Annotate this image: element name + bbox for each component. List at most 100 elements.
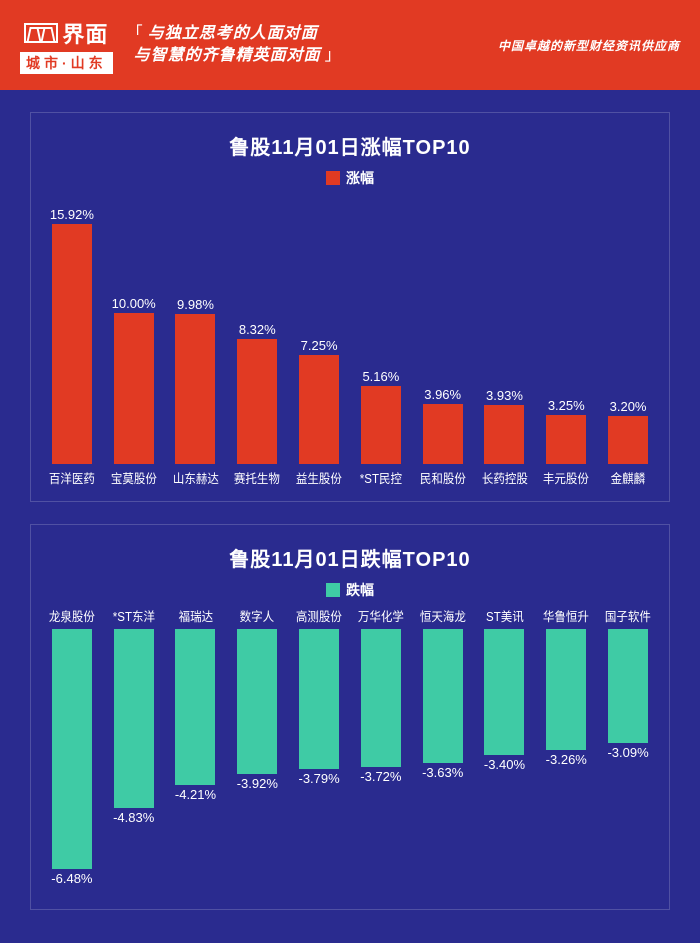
bar-col: 3.25%	[535, 415, 597, 464]
bar	[423, 404, 463, 464]
value-label: 8.32%	[226, 322, 288, 337]
bar	[546, 629, 586, 750]
bar	[299, 355, 339, 464]
bar	[175, 629, 215, 785]
bar-col: 8.32%	[226, 339, 288, 464]
bar-col: 5.16%	[350, 386, 412, 464]
value-label: 3.20%	[597, 399, 659, 414]
bar-col: 7.25%	[288, 355, 350, 464]
category-label: 赛托生物	[229, 468, 286, 487]
value-label: -6.48%	[41, 871, 103, 886]
value-label: 15.92%	[41, 207, 103, 222]
logo-block: 界面 城市·山东 「与独立思考的人面对面 与智慧的齐鲁精英面对面」	[20, 17, 346, 74]
value-label: 3.93%	[474, 388, 536, 403]
logo-text: 界面	[62, 17, 108, 49]
tagline: 中国卓越的新型财经资讯供应商	[498, 37, 680, 54]
bar-col: -4.21%	[165, 629, 227, 785]
chart-panel-losers: 鲁股11月01日跌幅TOP10 跌幅 龙泉股份*ST东洋福瑞达数字人高测股份万华…	[30, 524, 670, 910]
bar	[114, 629, 154, 808]
chart-title-losers: 鲁股11月01日跌幅TOP10	[41, 543, 659, 572]
bar-col: -3.63%	[412, 629, 474, 763]
bar	[423, 629, 463, 763]
value-label: 3.96%	[412, 387, 474, 402]
bar	[484, 629, 524, 755]
value-label: 10.00%	[103, 296, 165, 311]
header: 界面 城市·山东 「与独立思考的人面对面 与智慧的齐鲁精英面对面」 中国卓越的新…	[0, 0, 700, 90]
bar	[299, 629, 339, 769]
value-label: 7.25%	[288, 338, 350, 353]
category-label: 金麒麟	[600, 468, 657, 487]
bar-col: -3.26%	[535, 629, 597, 750]
slogan-line1: 与独立思考的人面对面	[148, 25, 318, 42]
slogan-line2: 与智慧的齐鲁精英面对面	[134, 47, 321, 64]
category-axis-losers: 龙泉股份*ST东洋福瑞达数字人高测股份万华化学恒天海龙ST美讯华鲁恒升国子软件	[41, 606, 659, 625]
value-label: -3.40%	[474, 757, 536, 772]
bar	[546, 415, 586, 464]
chart-title-gainers: 鲁股11月01日涨幅TOP10	[41, 131, 659, 160]
category-label: *ST东洋	[105, 606, 162, 625]
plot-gainers: 15.92%10.00%9.98%8.32%7.25%5.16%3.96%3.9…	[41, 194, 659, 464]
value-label: -3.63%	[412, 765, 474, 780]
value-label: -3.79%	[288, 771, 350, 786]
bar	[52, 629, 92, 869]
legend-gainers: 涨幅	[41, 168, 659, 188]
bar	[175, 314, 215, 464]
value-label: -3.92%	[226, 776, 288, 791]
legend-swatch-losers	[326, 583, 340, 597]
bar	[608, 629, 648, 743]
bar-col: -3.72%	[350, 629, 412, 767]
bar	[52, 224, 92, 464]
bar-col: 15.92%	[41, 224, 103, 464]
bar-col: -4.83%	[103, 629, 165, 808]
category-label: 恒天海龙	[414, 606, 471, 625]
category-label: ST美讯	[476, 606, 533, 625]
category-label: 丰元股份	[538, 468, 595, 487]
legend-label-losers: 跌幅	[346, 580, 374, 600]
bar-col: -3.40%	[474, 629, 536, 755]
category-label: 高测股份	[291, 606, 348, 625]
category-label: 国子软件	[600, 606, 657, 625]
bar	[484, 405, 524, 464]
category-label: 山东赫达	[167, 468, 224, 487]
chart-panel-gainers: 鲁股11月01日涨幅TOP10 涨幅 15.92%10.00%9.98%8.32…	[30, 112, 670, 502]
category-label: 万华化学	[352, 606, 409, 625]
bar	[237, 629, 277, 774]
bar-col: -3.92%	[226, 629, 288, 774]
category-label: 宝莫股份	[105, 468, 162, 487]
bar-col: 3.96%	[412, 404, 474, 464]
category-label: 长药控股	[476, 468, 533, 487]
legend-swatch-gainers	[326, 171, 340, 185]
logo-subtext: 城市·山东	[20, 52, 113, 74]
bar-col: -6.48%	[41, 629, 103, 869]
value-label: -3.26%	[535, 752, 597, 767]
bar-col: 9.98%	[165, 314, 227, 464]
category-label: *ST民控	[352, 468, 409, 487]
value-label: -3.09%	[597, 745, 659, 760]
bar-col: 3.93%	[474, 405, 536, 464]
category-label: 民和股份	[414, 468, 471, 487]
category-label: 益生股份	[291, 468, 348, 487]
legend-label-gainers: 涨幅	[346, 168, 374, 188]
slogan: 「与独立思考的人面对面 与智慧的齐鲁精英面对面」	[123, 23, 346, 68]
logo: 界面 城市·山东	[20, 17, 113, 74]
value-label: 9.98%	[165, 297, 227, 312]
value-label: 3.25%	[535, 398, 597, 413]
category-label: 龙泉股份	[43, 606, 100, 625]
bar-col: 10.00%	[103, 313, 165, 464]
logo-icon	[24, 23, 58, 43]
value-label: -4.83%	[103, 810, 165, 825]
value-label: 5.16%	[350, 369, 412, 384]
category-axis-gainers: 百洋医药宝莫股份山东赫达赛托生物益生股份*ST民控民和股份长药控股丰元股份金麒麟	[41, 468, 659, 487]
bar	[114, 313, 154, 464]
value-label: -4.21%	[165, 787, 227, 802]
category-label: 华鲁恒升	[538, 606, 595, 625]
category-label: 福瑞达	[167, 606, 224, 625]
value-label: -3.72%	[350, 769, 412, 784]
legend-losers: 跌幅	[41, 580, 659, 600]
bar	[361, 629, 401, 767]
category-label: 百洋医药	[43, 468, 100, 487]
bar-col: -3.09%	[597, 629, 659, 743]
bar	[237, 339, 277, 464]
bar-col: -3.79%	[288, 629, 350, 769]
bar	[608, 416, 648, 464]
